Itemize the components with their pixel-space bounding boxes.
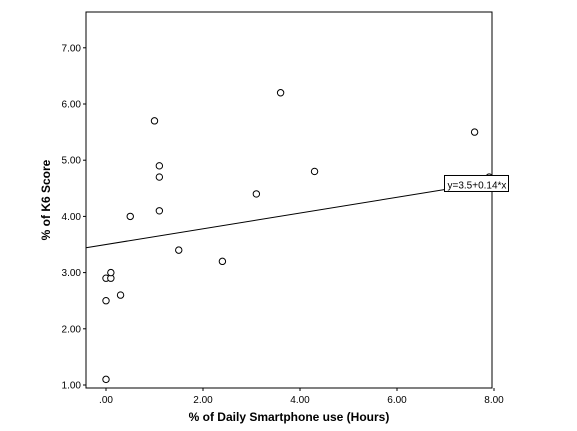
data-point [276, 89, 285, 97]
y-axis-ticks: 1.00 2.00 3.00 4.00 5.00 6.00 7.00 [62, 43, 86, 392]
data-point [218, 257, 227, 266]
y-axis-title: % of K6 Score [39, 159, 53, 240]
equation-annotation: y=3.5+0.14*x [444, 174, 509, 192]
data-point [116, 291, 125, 299]
y-tick-label: 1.00 [62, 381, 82, 392]
x-axis-ticks: .002.004.006.008.0010.0012.0014.00 [99, 388, 504, 406]
fit-line-group [85, 181, 493, 249]
y-tick-label: 2.00 [62, 324, 82, 335]
y-tick-label: 7.00 [62, 43, 82, 54]
y-tick-label: 5.00 [62, 156, 82, 167]
data-point [102, 375, 110, 384]
data-point [150, 117, 159, 125]
y-tick-label: 4.00 [62, 212, 82, 223]
x-axis-title: % of Daily Smartphone use (Hours) [189, 410, 390, 424]
x-tick-label: 2.00 [193, 395, 213, 406]
data-point [126, 212, 134, 221]
x-tick-label: 4.00 [290, 395, 310, 406]
data-point [310, 167, 319, 176]
y-tick-label: 3.00 [62, 268, 82, 279]
data-point [155, 173, 164, 181]
data-point [107, 268, 115, 277]
data-point [470, 128, 479, 136]
data-points [102, 89, 493, 384]
plot-area [85, 11, 493, 389]
x-tick-label: 8.00 [484, 395, 504, 406]
fit-line [85, 181, 493, 249]
equation-box [444, 174, 509, 192]
data-point [102, 297, 110, 305]
equation-label: y=3.5+0.14*x [448, 180, 507, 191]
data-point [155, 162, 164, 170]
y-tick-label: 6.00 [62, 100, 82, 111]
x-tick-label: .00 [99, 395, 113, 406]
x-tick-label: 6.00 [387, 395, 407, 406]
data-point [175, 246, 183, 254]
data-point [155, 207, 164, 215]
data-point [252, 190, 261, 198]
